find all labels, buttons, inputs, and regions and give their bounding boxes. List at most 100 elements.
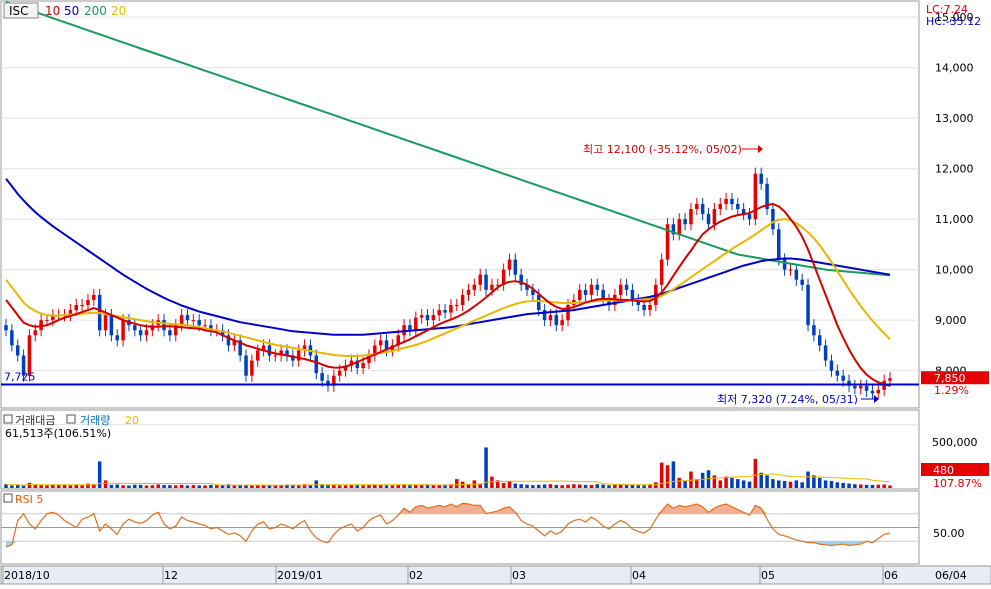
- volume-bar: [185, 485, 190, 488]
- candle-body: [490, 284, 494, 290]
- volume-bar: [542, 484, 547, 488]
- candle-body: [642, 305, 646, 311]
- candle-body: [636, 299, 641, 305]
- candle-body: [700, 204, 705, 215]
- hc-label: HC:-35.12: [926, 15, 981, 28]
- candle-body: [267, 345, 272, 356]
- candle-body: [337, 370, 342, 376]
- volume-bar: [62, 484, 67, 488]
- candle-body: [103, 315, 108, 331]
- volume-bar: [777, 480, 781, 488]
- candle-body: [741, 209, 746, 215]
- candle-body: [817, 335, 822, 346]
- candle-body: [361, 363, 365, 369]
- volume-bar: [782, 481, 787, 488]
- candle-body: [583, 289, 588, 295]
- volume-bar: [595, 484, 600, 488]
- volume-bar: [308, 484, 313, 488]
- candle-body: [27, 335, 32, 376]
- volume-bar: [577, 484, 582, 488]
- candle-body: [706, 214, 711, 225]
- volume-bar: [712, 475, 717, 488]
- candle-body: [255, 350, 260, 361]
- volume-bar: [86, 483, 90, 488]
- candle-body: [466, 289, 471, 295]
- candle-body: [10, 330, 14, 346]
- candle-body: [279, 350, 283, 356]
- volume-title-1: 거래대금: [15, 414, 55, 427]
- volume-current-value: 480: [933, 464, 954, 477]
- volume-bar: [536, 484, 541, 488]
- volume-current-box: [921, 463, 989, 476]
- rsi-marker: [3, 493, 13, 503]
- candle-body: [185, 315, 190, 321]
- x-label-02: 02: [409, 569, 423, 582]
- volume-bar: [314, 480, 319, 488]
- volume-bar: [870, 484, 875, 488]
- candle-body: [659, 259, 664, 285]
- candle-body: [86, 299, 90, 305]
- candle-body: [179, 315, 184, 326]
- volume-bar: [800, 482, 804, 488]
- lc-label: LC:7.24: [926, 3, 968, 16]
- volume-bar: [355, 485, 360, 488]
- candle-body: [800, 279, 804, 285]
- volume-bar: [296, 485, 301, 488]
- candle-body: [449, 305, 453, 313]
- candle-body: [373, 345, 377, 356]
- candle-body: [718, 204, 722, 210]
- candle-body: [238, 340, 242, 356]
- volume-bar: [431, 484, 436, 488]
- volume-bar: [337, 485, 342, 488]
- volume-bar: [349, 484, 354, 488]
- candle-body: [285, 350, 289, 356]
- candle-body: [777, 229, 781, 260]
- volume-bar: [390, 485, 395, 488]
- candle-body: [478, 274, 482, 285]
- candle-body: [273, 355, 278, 357]
- candle-body: [419, 315, 424, 318]
- candle-body: [45, 320, 49, 322]
- volume-bar: [103, 480, 108, 488]
- current-price-change: 1.29%: [934, 384, 969, 397]
- candle-body: [689, 209, 693, 225]
- candle-body: [665, 224, 670, 260]
- candle-body: [484, 274, 488, 290]
- volume-bar: [45, 485, 49, 488]
- volume-bar: [484, 447, 488, 488]
- candle-body: [109, 315, 114, 336]
- volume-bar: [92, 484, 96, 488]
- volume-bar: [695, 479, 699, 488]
- ma20-line: [5, 218, 891, 357]
- candle-body: [367, 355, 371, 364]
- symbol-box[interactable]: [3, 2, 39, 19]
- volume-bar: [759, 472, 763, 488]
- volume-bar: [220, 485, 225, 488]
- candle-body: [531, 289, 535, 295]
- volume-bar: [876, 484, 881, 488]
- volume-bar: [771, 479, 775, 488]
- candle-body: [648, 305, 652, 311]
- candle-body: [554, 315, 559, 326]
- x-axis-bar: [0, 565, 991, 585]
- volume-bar: [279, 485, 283, 488]
- candle-body: [168, 330, 172, 336]
- ma200-line: [5, 1, 891, 277]
- candle-body: [314, 355, 319, 374]
- candle-body: [788, 269, 793, 271]
- volume-bar: [15, 484, 20, 488]
- volume-bar: [817, 477, 822, 488]
- candle-body: [244, 355, 248, 376]
- volume-bar: [706, 470, 711, 488]
- low-arrowhead: [874, 395, 879, 403]
- volume-bar: [402, 484, 406, 488]
- volume-bar: [419, 485, 424, 488]
- candle-body: [753, 173, 758, 220]
- volume-bar: [443, 485, 447, 488]
- candle-body: [15, 345, 20, 356]
- volume-bar: [858, 484, 863, 488]
- candle-body: [759, 173, 763, 184]
- volume-bar: [753, 458, 758, 488]
- x-axis-ticks: [2, 566, 884, 584]
